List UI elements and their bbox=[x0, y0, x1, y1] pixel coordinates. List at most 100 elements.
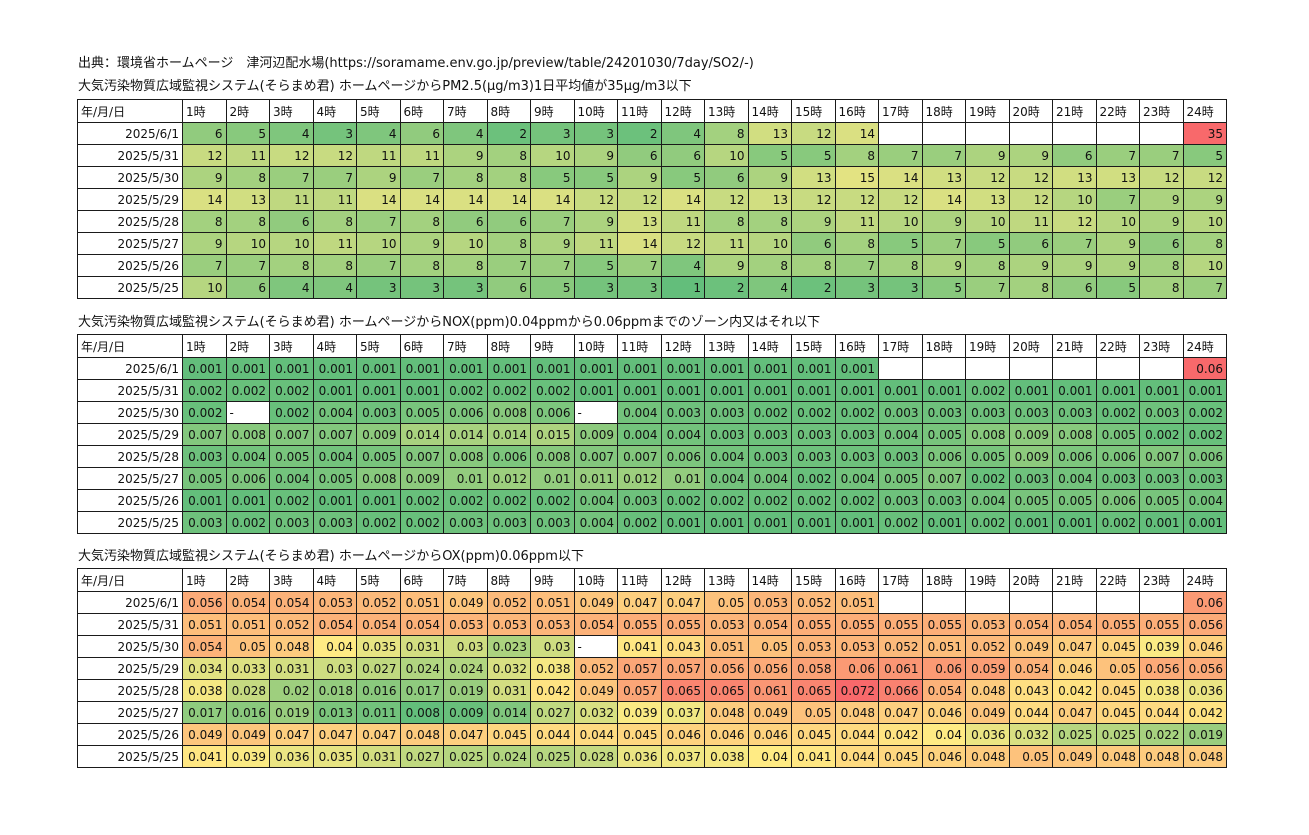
value-cell: 0.053 bbox=[791, 635, 836, 658]
value-cell: 12 bbox=[1052, 210, 1097, 233]
value-cell: 0.007 bbox=[1139, 445, 1184, 468]
value-cell: 0.057 bbox=[617, 657, 662, 680]
value-cell: 5 bbox=[530, 166, 575, 189]
value-cell: 0.007 bbox=[312, 423, 357, 446]
value-cell: 0.001 bbox=[399, 379, 444, 402]
value-cell: 0.01 bbox=[660, 467, 705, 490]
value-cell: 6 bbox=[443, 210, 488, 233]
value-cell: 0.001 bbox=[834, 357, 879, 380]
value-cell: 0.002 bbox=[791, 467, 836, 490]
value-cell bbox=[878, 357, 923, 380]
nox-table: 年/月/日 1時 2時 3時 4時 5時 6時 7時 8時 9時 10時 11時 12時 13時 14時 15… bbox=[77, 334, 1227, 534]
value-cell: 0.055 bbox=[791, 613, 836, 636]
value-cell: 0.002 bbox=[486, 379, 531, 402]
value-cell: 0.051 bbox=[225, 613, 270, 636]
value-cell: 0.002 bbox=[356, 511, 401, 534]
value-cell: 10 bbox=[530, 144, 575, 167]
value-cell bbox=[1095, 357, 1140, 380]
hour-column-header: 15時 bbox=[791, 99, 836, 123]
table-row: 2025/5/25 0.041 0.039 0.036 0.035 0.031 0.027 0… bbox=[77, 745, 1227, 768]
value-cell: 0.052 bbox=[573, 657, 618, 680]
value-cell: 0.006 bbox=[1095, 445, 1140, 468]
hour-column-header: 23時 bbox=[1139, 568, 1184, 592]
hour-column-header: 1時 bbox=[182, 99, 227, 123]
value-cell: 0.042 bbox=[530, 679, 575, 702]
value-cell: 5 bbox=[747, 144, 792, 167]
value-cell: 0.044 bbox=[1139, 701, 1184, 724]
value-cell: 0.046 bbox=[921, 745, 966, 768]
value-cell: 0.003 bbox=[486, 511, 531, 534]
value-cell: 0.001 bbox=[225, 357, 270, 380]
value-cell: 0.025 bbox=[443, 745, 488, 768]
value-cell: 13 bbox=[617, 210, 662, 233]
value-cell: 0.005 bbox=[1139, 489, 1184, 512]
value-cell: 0.043 bbox=[1008, 679, 1053, 702]
value-cell: 0.001 bbox=[747, 511, 792, 534]
hour-column-header: 24時 bbox=[1182, 334, 1227, 358]
value-cell: 0.054 bbox=[356, 613, 401, 636]
value-cell: 0.045 bbox=[791, 723, 836, 746]
value-cell: 7 bbox=[878, 144, 923, 167]
value-cell: 0.001 bbox=[356, 489, 401, 512]
value-cell: 4 bbox=[443, 122, 488, 145]
value-cell: 0.008 bbox=[486, 401, 531, 424]
value-cell: 0.007 bbox=[269, 423, 314, 446]
value-cell: 0.007 bbox=[182, 423, 227, 446]
value-cell: 7 bbox=[356, 254, 401, 277]
value-cell: 0.044 bbox=[530, 723, 575, 746]
row-date: 2025/5/28 bbox=[77, 679, 183, 702]
value-cell: 14 bbox=[486, 188, 531, 211]
row-date: 2025/5/29 bbox=[77, 423, 183, 446]
value-cell: 0.015 bbox=[530, 423, 575, 446]
value-cell: 8 bbox=[834, 232, 879, 255]
value-cell: 0.038 bbox=[530, 657, 575, 680]
value-cell: 0.01 bbox=[530, 467, 575, 490]
hour-column-header: 5時 bbox=[356, 568, 401, 592]
value-cell: 0.001 bbox=[834, 511, 879, 534]
row-date: 2025/5/25 bbox=[77, 745, 183, 768]
value-cell bbox=[921, 122, 966, 145]
value-cell bbox=[1008, 357, 1053, 380]
value-cell: 3 bbox=[617, 276, 662, 299]
value-cell: 9 bbox=[704, 254, 749, 277]
value-cell: 0.053 bbox=[530, 613, 575, 636]
value-cell: 5 bbox=[530, 276, 575, 299]
value-cell: 0.002 bbox=[182, 401, 227, 424]
nox-header-row: 年/月/日 1時 2時 3時 4時 5時 6時 7時 8時 9時 10時 11時 12時 13時 14時 15… bbox=[77, 334, 1227, 358]
value-cell: 0.003 bbox=[660, 401, 705, 424]
hour-column-header: 17時 bbox=[878, 99, 923, 123]
value-cell: 0.047 bbox=[356, 723, 401, 746]
value-cell: 0.007 bbox=[399, 445, 444, 468]
value-cell: 0.03 bbox=[530, 635, 575, 658]
value-cell: 6 bbox=[704, 166, 749, 189]
row-date: 2025/5/26 bbox=[77, 489, 183, 512]
value-cell: 4 bbox=[356, 122, 401, 145]
value-cell: 0.003 bbox=[834, 445, 879, 468]
value-cell: 5 bbox=[660, 166, 705, 189]
value-cell: 14 bbox=[834, 122, 879, 145]
value-cell: 0.004 bbox=[312, 445, 357, 468]
value-cell: 0.044 bbox=[834, 723, 879, 746]
value-cell: 0.031 bbox=[486, 679, 531, 702]
value-cell: 0.054 bbox=[399, 613, 444, 636]
source-citation: 出典：環境省ホームページ 津河辺配水場(https://soramame.env… bbox=[78, 56, 754, 71]
value-cell: 0.009 bbox=[1008, 423, 1053, 446]
value-cell: 0.002 bbox=[269, 379, 314, 402]
table-row: 2025/5/26 0.049 0.049 0.047 0.047 0.047 0.048 0… bbox=[77, 723, 1227, 746]
value-cell: 0.048 bbox=[1139, 745, 1184, 768]
value-cell: 0.025 bbox=[1095, 723, 1140, 746]
value-cell: 0.017 bbox=[182, 701, 227, 724]
value-cell: 0.004 bbox=[225, 445, 270, 468]
value-cell: 6 bbox=[486, 276, 531, 299]
value-cell: 9 bbox=[1139, 210, 1184, 233]
value-cell: 0.001 bbox=[269, 357, 314, 380]
value-cell: 7 bbox=[269, 166, 314, 189]
value-cell: 13 bbox=[791, 166, 836, 189]
value-cell: 0.002 bbox=[617, 511, 662, 534]
value-cell: 9 bbox=[1008, 254, 1053, 277]
value-cell bbox=[1139, 357, 1184, 380]
value-cell: 0.036 bbox=[1182, 679, 1227, 702]
value-cell: 0.06 bbox=[834, 657, 879, 680]
table-row: 2025/5/26 0.001 0.001 0.002 0.001 0.001 0.002 0… bbox=[77, 489, 1227, 512]
hour-column-header: 7時 bbox=[443, 99, 488, 123]
